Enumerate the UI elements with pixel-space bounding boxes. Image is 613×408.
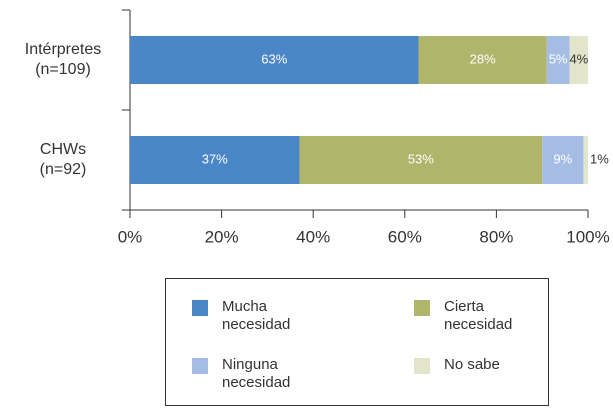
value-label: 63% [261,51,287,66]
y-tick-label: Intérpretes (n=109) [24,41,102,78]
value-label: 37% [202,151,228,166]
bar-segment [546,36,570,84]
x-tick-label: 0% [118,227,143,246]
x-tick-label: 80% [479,227,513,246]
bar-segment [583,136,588,184]
value-label: 9% [553,151,572,166]
value-label: 4% [569,51,588,66]
bar-segment [542,136,584,184]
y-tick-label: CHWs (n=92) [39,141,87,178]
bar-segment [299,136,543,184]
value-label: 53% [408,151,434,166]
value-label: 28% [470,51,496,66]
x-tick-label: 100% [566,227,609,246]
bar-segment [130,136,300,184]
bar-segment [569,36,588,84]
legend-label: Cierta necesidad [444,298,513,333]
x-tick-label: 40% [296,227,330,246]
bar-segment [418,36,547,84]
legend-label: No sabe [444,356,500,373]
bar-segment [130,36,419,84]
legend-swatch [414,358,430,374]
legend-label: Ninguna necesidad [222,356,291,391]
legend-box [165,278,549,406]
x-tick-label: 20% [205,227,239,246]
legend-swatch [192,300,208,316]
legend-label: Mucha necesidad [222,298,291,333]
value-label: 1% [590,151,609,166]
x-tick-label: 60% [388,227,422,246]
legend-swatch [414,300,430,316]
legend-swatch [192,358,208,374]
value-label: 5% [549,51,568,66]
